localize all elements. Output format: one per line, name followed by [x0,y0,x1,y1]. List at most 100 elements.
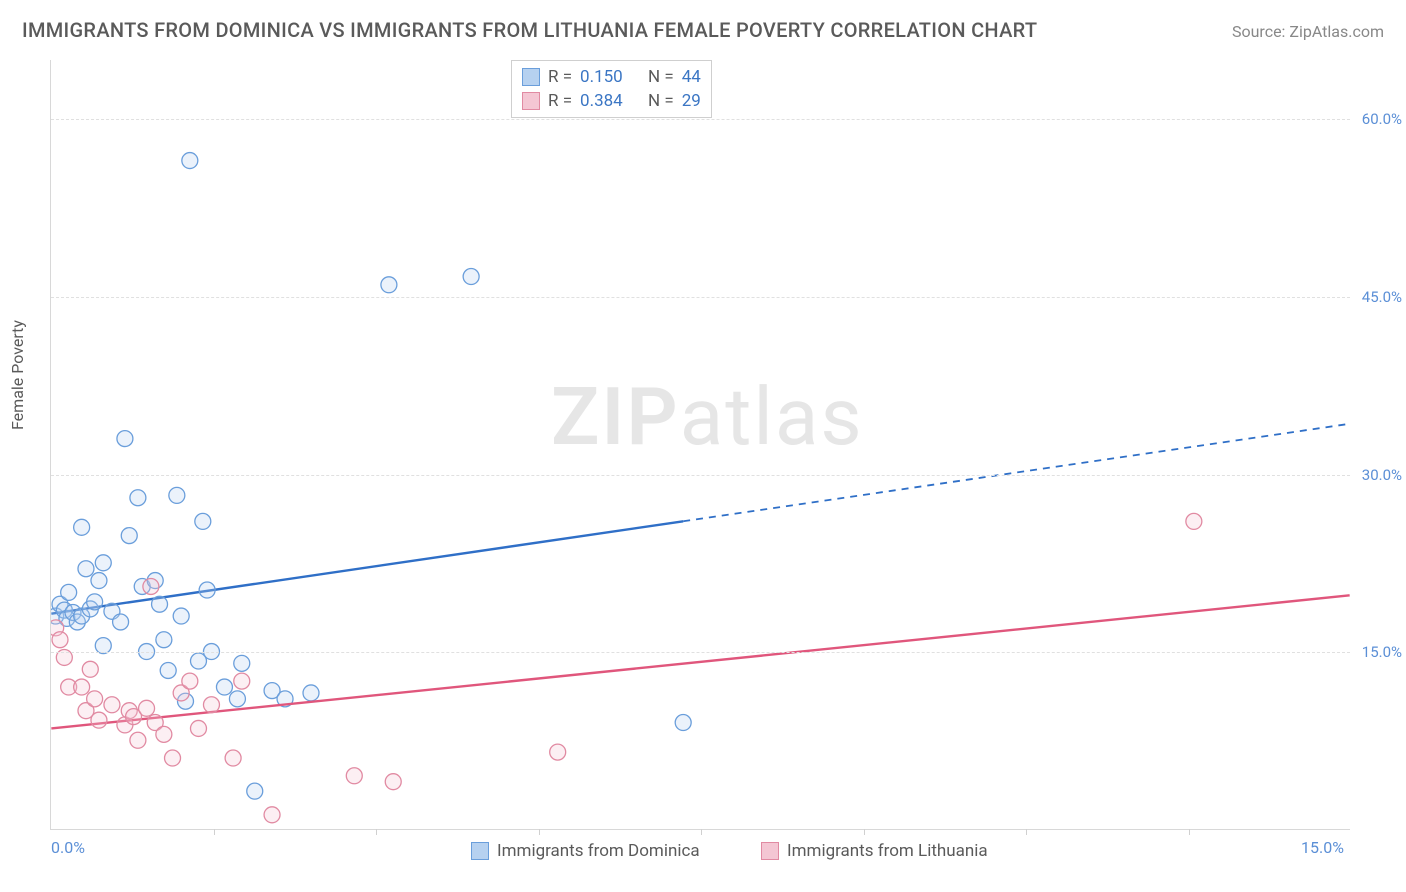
trend-line [51,595,1349,728]
data-point [1186,513,1202,529]
data-point [182,153,198,169]
data-point [147,715,163,731]
data-point [234,655,250,671]
data-point [182,673,198,689]
data-point [74,519,90,535]
data-point [156,726,172,742]
data-point [156,632,172,648]
data-point [130,490,146,506]
x-tick-mark [214,829,215,835]
gridline [51,475,1350,476]
data-point [216,679,232,695]
data-point [61,584,77,600]
data-point [59,610,75,626]
scatter-plot: ZIPatlas R =0.150N =44R =0.384N =29 15.0… [50,60,1350,830]
data-point [65,605,81,621]
gridline [51,119,1350,120]
data-point [199,582,215,598]
trend-line-dashed [683,424,1349,521]
legend-swatch [522,68,540,86]
data-point [78,561,94,577]
legend-stat-row: R =0.150N =44 [522,65,701,89]
legend-label: Immigrants from Dominica [497,841,700,861]
data-point [190,653,206,669]
data-point [225,750,241,766]
data-point [169,487,185,503]
data-point [52,632,68,648]
data-point [104,697,120,713]
data-point [203,697,219,713]
legend-swatch [522,92,540,110]
data-point [277,691,293,707]
data-point [675,715,691,731]
data-point [95,638,111,654]
data-point [381,277,397,293]
data-point [117,431,133,447]
data-point [78,703,94,719]
chart-title: IMMIGRANTS FROM DOMINICA VS IMMIGRANTS F… [22,18,1037,42]
data-point [173,685,189,701]
data-point [247,783,263,799]
data-point [51,620,64,636]
data-point [56,602,72,618]
data-point [550,744,566,760]
header: IMMIGRANTS FROM DOMINICA VS IMMIGRANTS F… [22,18,1384,42]
data-point [264,683,280,699]
x-tick-mark [864,829,865,835]
data-point [121,528,137,544]
data-point [61,679,77,695]
x-tick-mark [376,829,377,835]
data-point [264,807,280,823]
y-tick-label: 30.0% [1362,466,1402,484]
y-axis-label: Female Poverty [8,320,27,430]
trend-line [51,521,683,613]
watermark: ZIPatlas [551,370,864,464]
data-point [104,603,120,619]
data-point [152,596,168,612]
data-point [463,269,479,285]
chart-source: Source: ZipAtlas.com [1232,22,1384,41]
x-tick-mark [1026,829,1027,835]
bottom-legend-item: Immigrants from Dominica [471,841,700,861]
data-point [121,703,137,719]
data-point [143,578,159,594]
x-tick-label: 0.0% [51,838,85,857]
legend-label: Immigrants from Lithuania [787,841,988,861]
data-point [229,691,245,707]
data-point [82,661,98,677]
data-point [346,768,362,784]
x-tick-label: 15.0% [1301,838,1344,857]
data-point [234,673,250,689]
data-point [147,573,163,589]
data-point [190,720,206,736]
legend-stats: R =0.150N =44R =0.384N =29 [511,60,712,118]
data-point [303,685,319,701]
data-point [385,774,401,790]
chart-svg [51,60,1350,829]
data-point [173,608,189,624]
data-point [117,717,133,733]
legend-stat-row: R =0.384N =29 [522,89,701,113]
data-point [95,555,111,571]
data-point [74,608,90,624]
x-tick-mark [1189,829,1190,835]
y-tick-label: 60.0% [1362,110,1402,128]
bottom-legend-item: Immigrants from Lithuania [761,841,988,861]
gridline [51,652,1350,653]
data-point [87,594,103,610]
legend-swatch [471,842,489,860]
x-tick-mark [539,829,540,835]
legend-swatch [761,842,779,860]
data-point [113,614,129,630]
data-point [178,693,194,709]
y-tick-label: 45.0% [1362,288,1402,306]
data-point [134,578,150,594]
data-point [69,614,85,630]
data-point [82,601,98,617]
data-point [130,732,146,748]
gridline [51,297,1350,298]
data-point [91,712,107,728]
data-point [87,691,103,707]
data-point [52,596,68,612]
data-point [165,750,181,766]
